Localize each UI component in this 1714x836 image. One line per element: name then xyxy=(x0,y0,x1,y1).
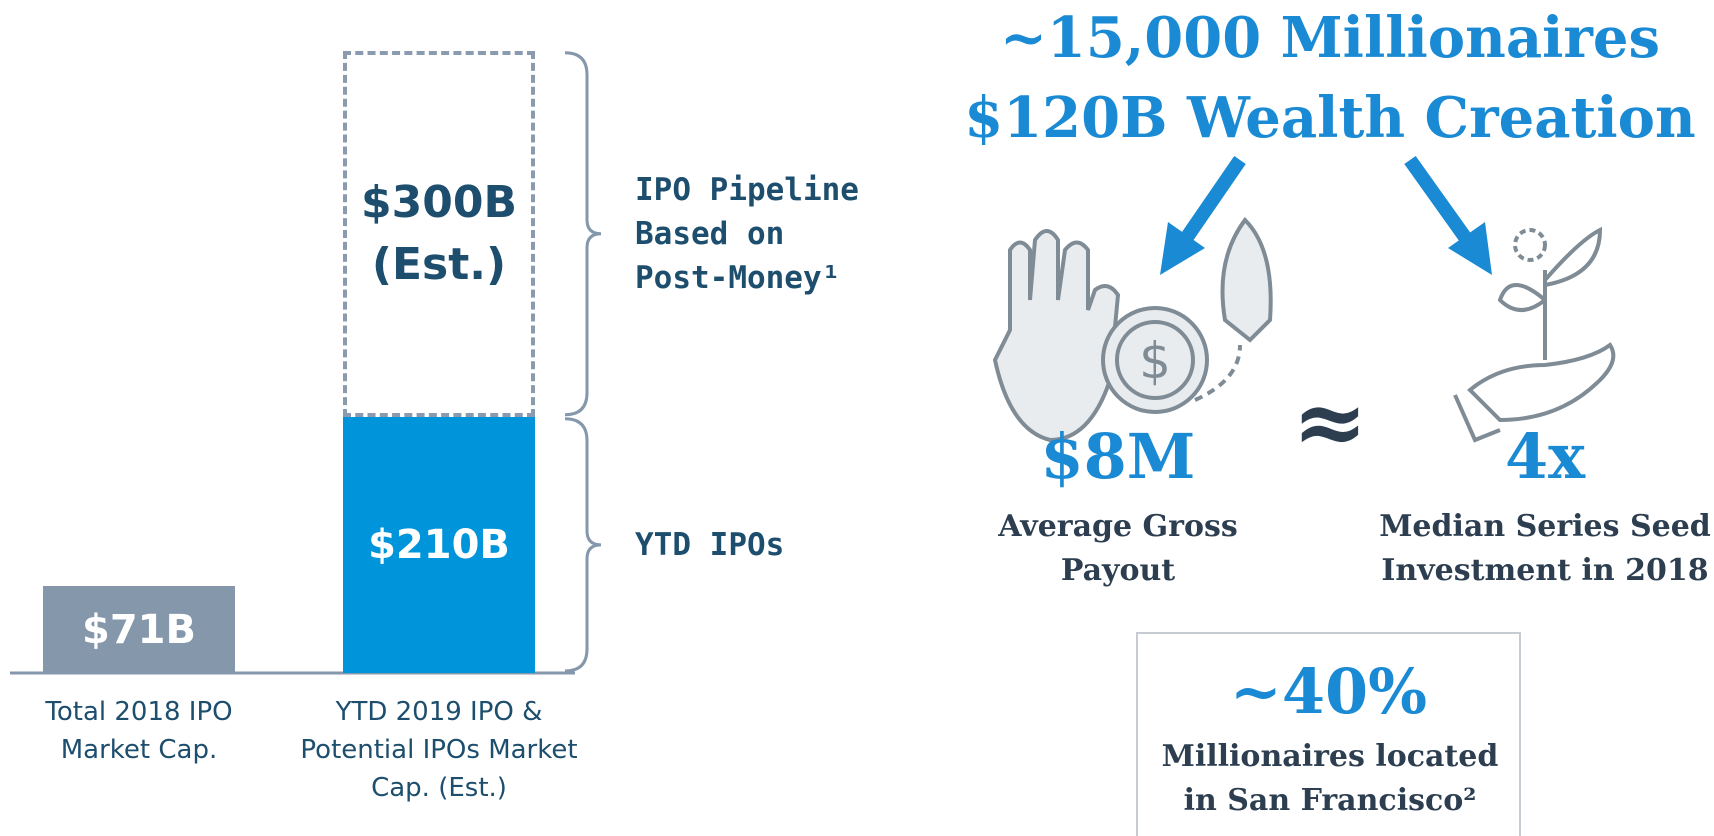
value-label: $300B (Est.) xyxy=(343,51,535,417)
callout-value: ~40% xyxy=(1137,655,1520,728)
svg-text:$: $ xyxy=(1139,332,1171,390)
payout-icon: $ xyxy=(995,220,1271,440)
value-label: $71B xyxy=(43,586,235,673)
legend-label: IPO Pipeline Based on Post-Money¹ xyxy=(635,168,875,300)
approx-sign: ≈ xyxy=(1280,400,1380,444)
infographic: $ ~15,000 Millionaires $120B Wealth Crea… xyxy=(0,0,1714,836)
value-label: $210B xyxy=(343,417,535,673)
stat-label: Average Gross Payout xyxy=(988,505,1248,593)
arrows xyxy=(1160,160,1492,275)
stat-value: $8M xyxy=(968,420,1268,493)
bar-chart: Total 2018 IPO Market Cap. YTD 2019 IPO &… xyxy=(0,0,900,836)
headline: ~15,000 Millionaires xyxy=(950,5,1710,71)
stat-label: Median Series Seed Investment in 2018 xyxy=(1375,505,1714,593)
stat-value: 4x xyxy=(1395,420,1695,493)
headline: $120B Wealth Creation xyxy=(950,85,1710,151)
x-tick-label: Total 2018 IPO Market Cap. xyxy=(19,693,259,769)
callout-label: Millionaires located in San Francisco² xyxy=(1160,735,1500,823)
x-tick-label: YTD 2019 IPO & Potential IPOs Market Cap… xyxy=(289,693,589,807)
legend-label: YTD IPOs xyxy=(635,523,875,567)
